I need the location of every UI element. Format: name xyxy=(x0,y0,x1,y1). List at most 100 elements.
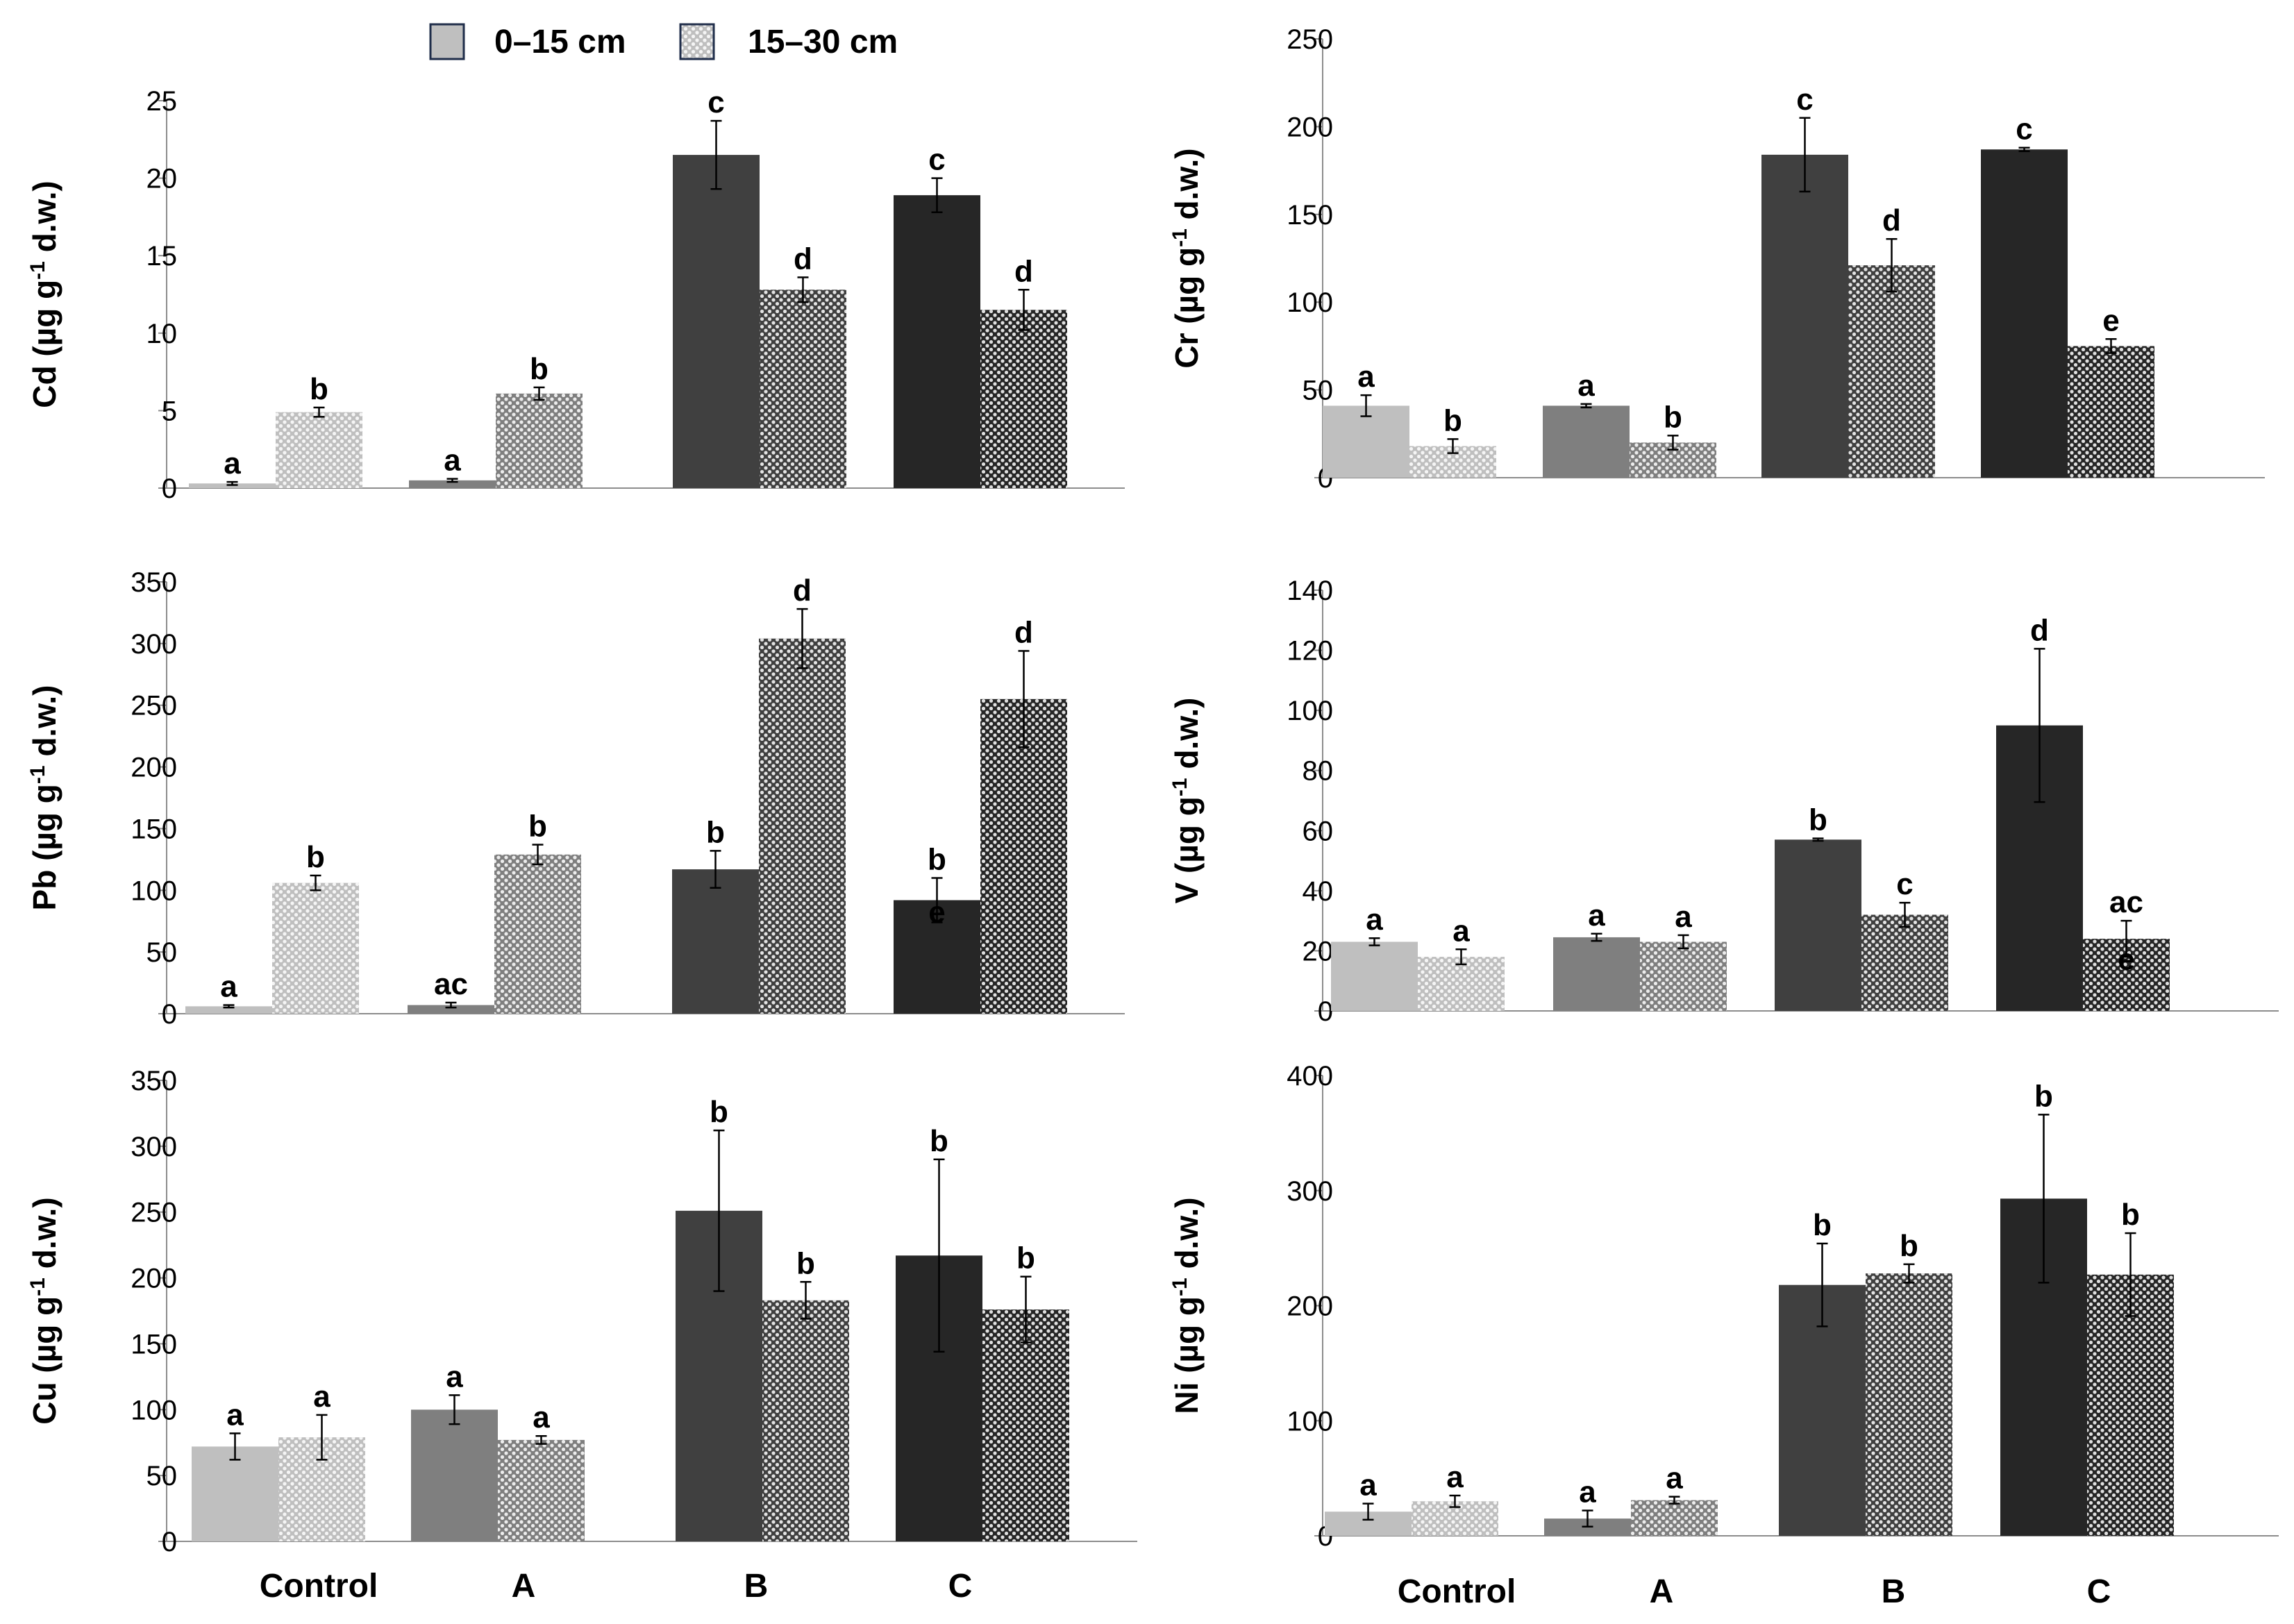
cd-bar-a-15-30cm-pattern xyxy=(496,393,583,488)
cu-bar-c-15-30cm-pattern xyxy=(982,1309,1069,1541)
category-label-b-left: B xyxy=(744,1568,769,1605)
v-bar-b-0-15cm xyxy=(1775,839,1861,1011)
cd-significance-letter: b xyxy=(530,352,549,386)
cr-bar-c-0-15cm xyxy=(1981,149,2068,478)
pb-bar-a-0-15cm xyxy=(408,1005,494,1014)
v-bar-b-15-30cm-pattern xyxy=(1861,914,1948,1011)
cu-significance-letter: a xyxy=(533,1400,550,1434)
v-tick-label: 120 xyxy=(1287,636,1333,667)
ni-significance-letter: a xyxy=(1359,1468,1377,1502)
legend: 0–15 cm 15–30 cm xyxy=(429,23,898,60)
pb-bar-c-15-30cm-pattern xyxy=(980,698,1067,1014)
cu-tick-label: 350 xyxy=(131,1066,177,1096)
cd-tick-label: 0 xyxy=(162,474,177,504)
pb-tick-label: 250 xyxy=(131,691,177,721)
ni-significance-letter: b xyxy=(2121,1198,2140,1232)
cd-significance-letter: b xyxy=(310,372,328,406)
cu-bar-b-15-30cm-pattern xyxy=(762,1300,849,1541)
cu-bar-a-0-15cm xyxy=(411,1409,498,1541)
v-tick-label: 80 xyxy=(1303,756,1334,787)
cu-tick-label: 300 xyxy=(131,1132,177,1162)
pb-significance-letter: b xyxy=(706,815,725,849)
pb-significance-letter: d xyxy=(793,574,812,608)
v-significance-letter: d xyxy=(2030,613,2049,647)
cr-bar-b-0-15cm xyxy=(1761,154,1848,478)
cr-significance-letter: d xyxy=(1882,203,1901,237)
cr-tick-label: 250 xyxy=(1287,24,1333,55)
cd-bar-a-0-15cm xyxy=(409,480,496,488)
pb-significance-letter: a xyxy=(220,970,237,1004)
ni-significance-letter: b xyxy=(2034,1079,2053,1113)
cd-tick-label: 5 xyxy=(162,396,177,426)
cu-tick-label: 0 xyxy=(162,1527,177,1557)
category-label-a-right: A xyxy=(1650,1573,1674,1610)
ni-tick-label: 400 xyxy=(1287,1061,1333,1091)
pb-significance-letter: b xyxy=(928,843,946,877)
cd-significance-letter: a xyxy=(224,446,241,480)
cr-tick-label: 150 xyxy=(1287,200,1333,231)
charts: 0 5 10 15 20 25 Cd (µg g-1 d.w.) a b a b c d c d 0 50 100… xyxy=(26,24,2279,1557)
cu-significance-letter: b xyxy=(710,1095,728,1129)
cu-significance-letter: a xyxy=(446,1359,463,1393)
pb-bar-b-0-15cm xyxy=(672,869,759,1014)
cd-tick-label: 20 xyxy=(146,164,178,194)
v-tick-label: 60 xyxy=(1303,816,1334,846)
cu-significance-letter: b xyxy=(930,1124,948,1158)
cu-significance-letter: b xyxy=(1016,1241,1035,1275)
pb-significance-letter: b xyxy=(306,840,325,874)
pb-tick-label: 0 xyxy=(162,999,177,1030)
ni-bar-b-15-30cm-pattern xyxy=(1866,1273,1952,1536)
pb-tick-label: 350 xyxy=(131,567,177,598)
v-y-axis-title: V (µg g-1 d.w.) xyxy=(1169,698,1205,904)
cd-bar-control-15-30cm-pattern xyxy=(276,412,362,488)
ni-bar-a-15-30cm-pattern xyxy=(1631,1500,1718,1536)
cd-significance-letter: d xyxy=(794,242,812,276)
ni-bar-c-15-30cm-pattern xyxy=(2087,1274,2174,1536)
panel-cu: 0 50 100 150 200 250 300 350 Cu (µg g-1 d.w.) a a a… xyxy=(26,1066,1137,1557)
v-bar-control-0-15cm xyxy=(1331,941,1418,1011)
cr-tick-label: 50 xyxy=(1303,376,1334,406)
panel-cd: 0 5 10 15 20 25 Cd (µg g-1 d.w.) a b a b c d c d xyxy=(26,85,1125,504)
legend-item-15-30cm: 15–30 cm xyxy=(679,23,898,60)
category-axis-labels-left: Control A B C xyxy=(260,1568,973,1605)
v-tick-label: 0 xyxy=(1318,996,1333,1027)
legend-label-0-15cm: 0–15 cm xyxy=(494,24,626,60)
cd-bar-b-15-30cm-pattern xyxy=(760,290,846,488)
cu-significance-letter: a xyxy=(313,1380,330,1414)
ni-y-axis-title: Ni (µg g-1 d.w.) xyxy=(1169,1197,1205,1414)
ni-significance-letter: a xyxy=(1446,1460,1464,1494)
pb-tick-label: 150 xyxy=(131,814,177,844)
ni-tick-label: 200 xyxy=(1287,1291,1333,1322)
v-significance-letter: a xyxy=(1366,903,1383,937)
legend-swatch-solid xyxy=(429,23,465,60)
cu-tick-label: 200 xyxy=(131,1264,177,1294)
category-label-c-left: C xyxy=(948,1568,973,1605)
cd-tick-label: 15 xyxy=(146,241,178,271)
v-bar-a-0-15cm xyxy=(1553,937,1640,1011)
cr-significance-letter: e xyxy=(2102,303,2119,337)
ni-significance-letter: b xyxy=(1813,1208,1832,1242)
pb-bar-b-15-30cm-pattern xyxy=(759,638,846,1014)
cr-significance-letter: c xyxy=(1796,83,1813,117)
legend-item-0-15cm: 0–15 cm xyxy=(429,23,626,60)
pb-tick-label: 200 xyxy=(131,753,177,783)
v-significance-letter: ac xyxy=(2109,885,2143,919)
cr-bar-a-0-15cm xyxy=(1543,405,1630,478)
pb-tick-label: 50 xyxy=(146,937,178,968)
v-tick-label: 40 xyxy=(1303,876,1334,907)
cr-significance-letter: a xyxy=(1357,360,1375,394)
pb-bar-a-15-30cm-pattern xyxy=(494,854,581,1014)
v-annotation-letter: e xyxy=(2118,942,2134,976)
pb-tick-label: 100 xyxy=(131,876,177,906)
pb-significance-letter: b xyxy=(528,810,547,844)
cr-bar-c-15-30cm-pattern xyxy=(2068,346,2154,478)
v-significance-letter: c xyxy=(1896,867,1913,901)
category-label-b-right: B xyxy=(1882,1573,1906,1610)
cu-tick-label: 50 xyxy=(146,1461,178,1491)
cd-bar-c-0-15cm xyxy=(894,195,980,488)
v-bar-control-15-30cm-pattern xyxy=(1418,957,1505,1011)
category-label-control-left: Control xyxy=(260,1568,378,1605)
pb-bar-control-15-30cm-pattern xyxy=(272,882,359,1014)
cd-bar-b-0-15cm xyxy=(673,155,760,488)
